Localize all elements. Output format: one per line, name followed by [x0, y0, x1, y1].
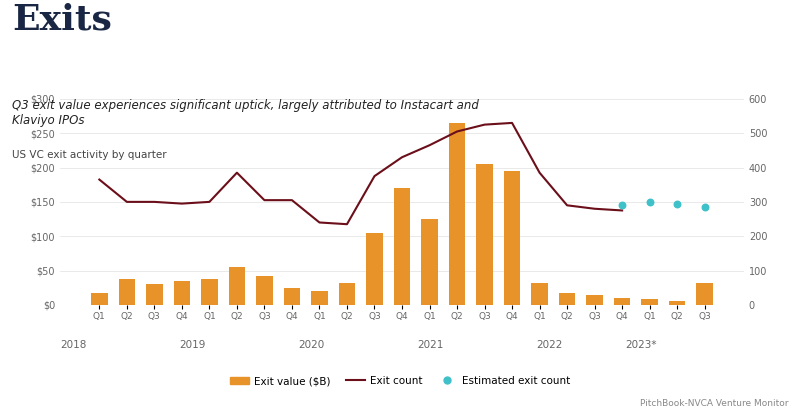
Bar	[559, 293, 575, 305]
Point	[616, 202, 629, 208]
Text: Q3 exit value experiences significant uptick, largely attributed to Instacart an: Q3 exit value experiences significant up…	[12, 99, 479, 127]
Bar	[449, 123, 466, 305]
Bar	[174, 281, 190, 305]
Bar	[504, 171, 520, 305]
Bar	[229, 267, 245, 305]
Legend: Exit value ($B), Exit count, Estimated exit count: Exit value ($B), Exit count, Estimated e…	[226, 372, 574, 390]
Bar	[146, 284, 162, 305]
Text: US VC exit activity by quarter: US VC exit activity by quarter	[12, 150, 166, 160]
Bar	[669, 302, 686, 305]
Point	[670, 200, 683, 207]
Point	[698, 204, 711, 210]
Bar	[642, 300, 658, 305]
Bar	[531, 283, 548, 305]
Bar	[256, 276, 273, 305]
Bar	[311, 291, 328, 305]
Bar	[586, 295, 603, 305]
Bar	[91, 293, 107, 305]
Point	[643, 199, 656, 205]
Text: 2019: 2019	[179, 340, 206, 350]
Bar	[201, 279, 218, 305]
Bar	[394, 188, 410, 305]
Text: 2018: 2018	[60, 340, 86, 350]
Bar	[422, 219, 438, 305]
Bar	[614, 298, 630, 305]
Bar	[476, 164, 493, 305]
Bar	[118, 279, 135, 305]
Text: 2023*: 2023*	[625, 340, 657, 350]
Text: 2021: 2021	[417, 340, 443, 350]
Bar	[697, 283, 713, 305]
Text: Exits: Exits	[12, 2, 112, 36]
Text: PitchBook-NVCA Venture Monitor: PitchBook-NVCA Venture Monitor	[639, 399, 788, 408]
Bar	[338, 283, 355, 305]
Bar	[366, 233, 382, 305]
Bar	[284, 288, 300, 305]
Text: 2020: 2020	[298, 340, 324, 350]
Text: 2022: 2022	[536, 340, 562, 350]
